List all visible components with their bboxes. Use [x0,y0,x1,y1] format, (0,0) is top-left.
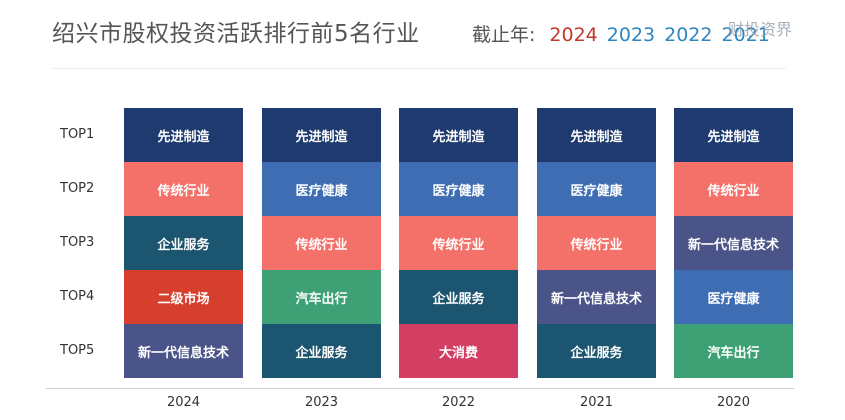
rank-cell-2020-top1: 先进制造 [674,108,793,162]
rank-label-top5: TOP5 [60,343,95,358]
column-label-2022: 2022 [441,395,476,410]
rank-cell-2022-top5: 大消费 [399,324,518,378]
rank-cell-2020-top3: 新一代信息技术 [674,216,793,270]
rank-cell-2021-top2: 医疗健康 [537,162,656,216]
x-axis-line [46,388,794,389]
rank-label-top2: TOP2 [60,181,95,196]
rank-cell-2021-top1: 先进制造 [537,108,656,162]
rank-cell-2021-top5: 企业服务 [537,324,656,378]
rank-label-top4: TOP4 [60,289,95,304]
rank-cell-2020-top4: 医疗健康 [674,270,793,324]
rank-cell-2023-top1: 先进制造 [262,108,381,162]
watermark: 财投资界 [728,20,793,39]
rank-cell-2023-top4: 汽车出行 [262,270,381,324]
chart-title: 绍兴市股权投资活跃排行前5名行业 [52,21,420,47]
rank-cell-2023-top2: 医疗健康 [262,162,381,216]
year-nav-label: 截止年: [472,24,536,46]
rank-cell-2021-top3: 传统行业 [537,216,656,270]
column-label-2020: 2020 [716,395,751,410]
rank-cell-2024-top3: 企业服务 [124,216,243,270]
rank-cell-2022-top4: 企业服务 [399,270,518,324]
year-nav: 截止年: 2024 2023 2022 2021 [472,20,779,47]
year-link-2024[interactable]: 2024 [549,24,598,46]
column-label-2024: 2024 [166,395,201,410]
rank-cell-2020-top5: 汽车出行 [674,324,793,378]
column-label-2023: 2023 [304,395,339,410]
rank-label-top3: TOP3 [60,235,95,250]
year-link-2023[interactable]: 2023 [606,24,656,46]
rank-cell-2023-top3: 传统行业 [262,216,381,270]
rank-cell-2024-top5: 新一代信息技术 [124,324,243,378]
rank-cell-2022-top2: 医疗健康 [399,162,518,216]
rank-cell-2021-top4: 新一代信息技术 [537,270,656,324]
rank-cell-2023-top5: 企业服务 [262,324,381,378]
rank-cell-2024-top1: 先进制造 [124,108,243,162]
rank-cell-2022-top3: 传统行业 [399,216,518,270]
year-link-2021[interactable]: 2021 [721,24,770,46]
rank-cell-2024-top4: 二级市场 [124,270,243,324]
rank-cell-2020-top2: 传统行业 [674,162,793,216]
column-label-2021: 2021 [579,395,614,410]
title-divider [52,68,786,69]
rank-cell-2024-top2: 传统行业 [124,162,243,216]
rank-cell-2022-top1: 先进制造 [399,108,518,162]
rank-label-top1: TOP1 [60,127,95,142]
year-link-2022[interactable]: 2022 [664,24,713,46]
